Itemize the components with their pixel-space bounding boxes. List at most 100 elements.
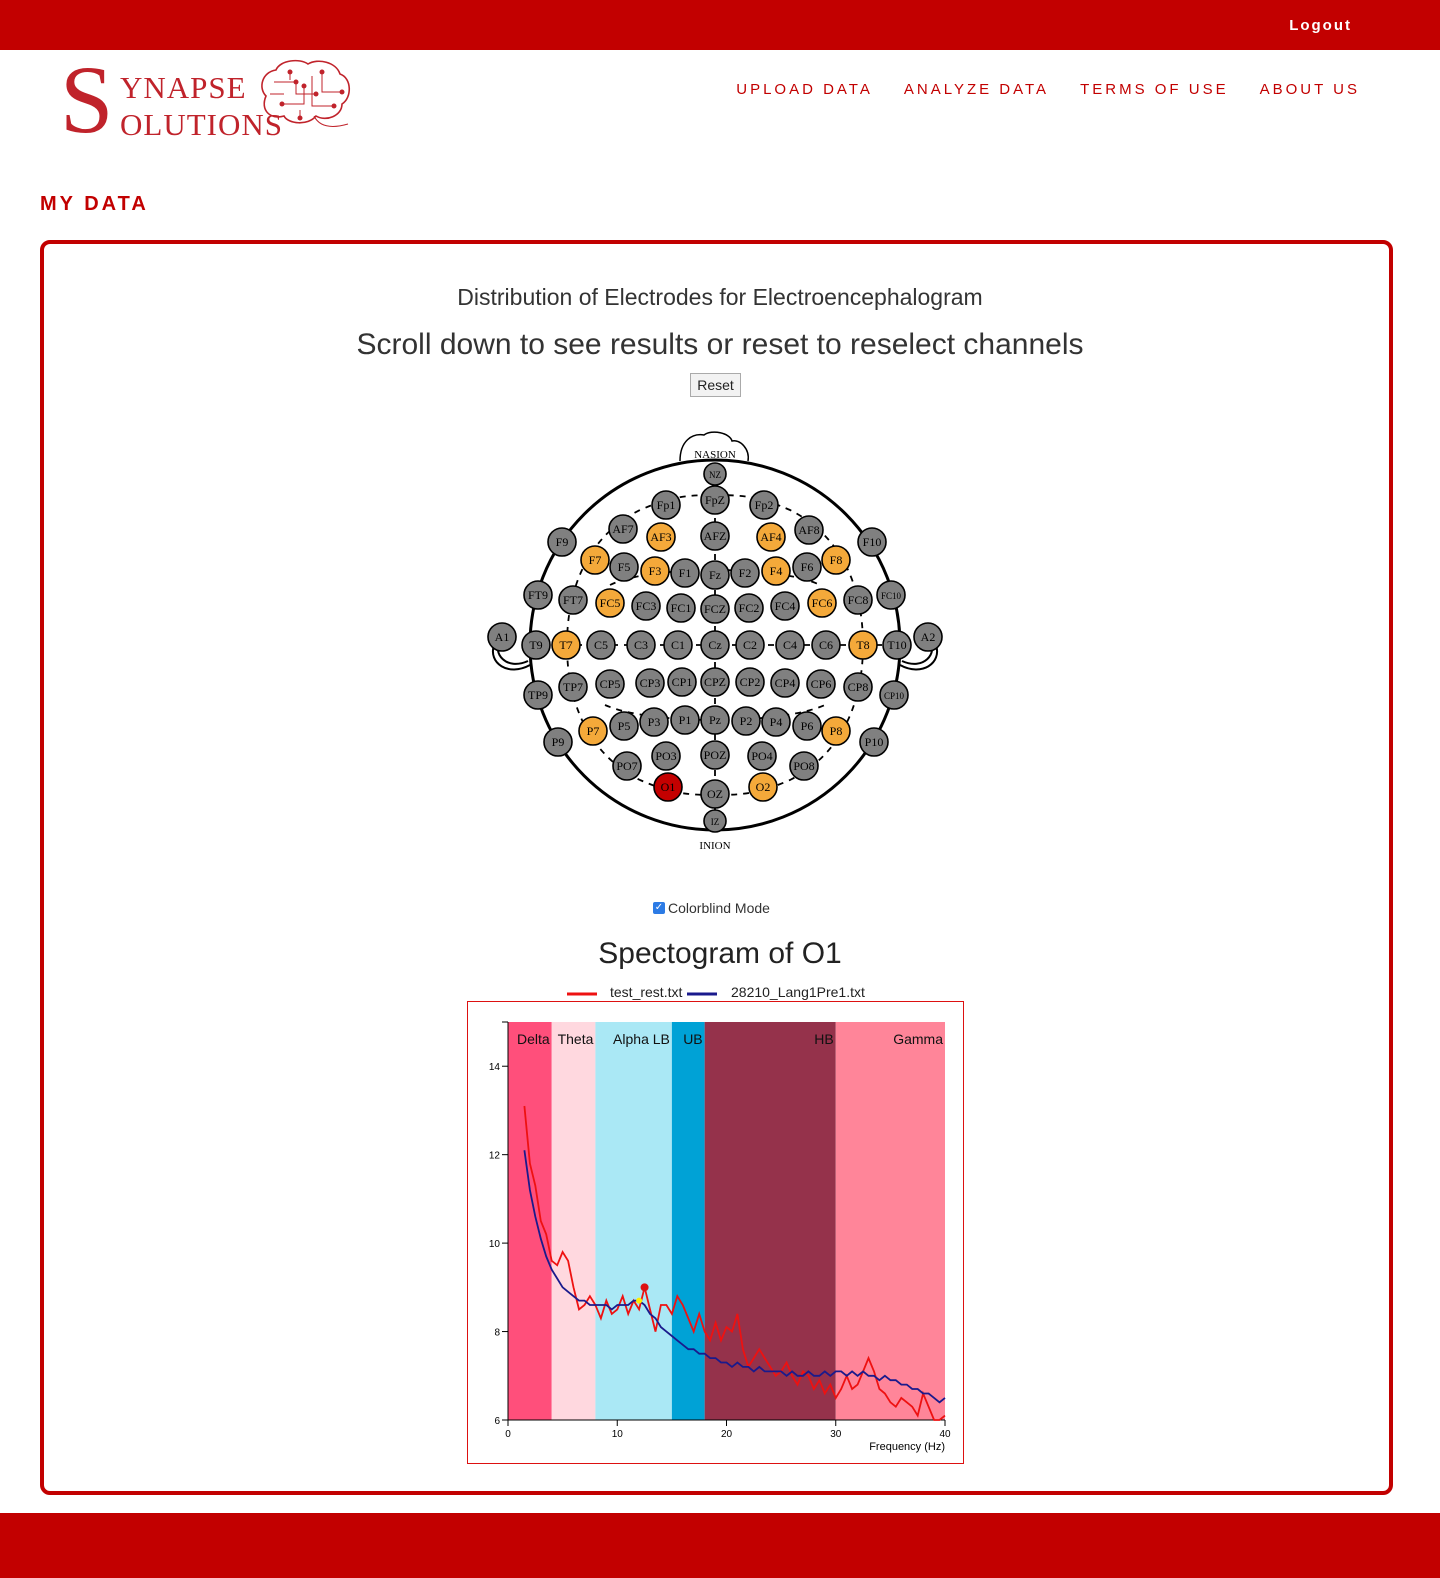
- electrode-circle[interactable]: [913, 622, 943, 652]
- electrode-circle[interactable]: [609, 552, 639, 582]
- electrode-cp3[interactable]: CP3: [635, 668, 665, 698]
- electrode-circle[interactable]: [580, 545, 610, 575]
- electrode-circle[interactable]: [770, 591, 800, 621]
- electrode-cp6[interactable]: CP6: [806, 669, 836, 699]
- nav-upload-data[interactable]: UPLOAD DATA: [736, 81, 873, 98]
- electrode-circle[interactable]: [667, 667, 697, 697]
- electrode-po4[interactable]: PO4: [747, 741, 777, 771]
- electrode-circle[interactable]: [734, 593, 764, 623]
- electrode-af8[interactable]: AF8: [794, 515, 824, 545]
- electrode-fcz[interactable]: FCZ: [700, 594, 730, 624]
- electrode-circle[interactable]: [700, 560, 730, 590]
- electrode-cp2[interactable]: CP2: [735, 667, 765, 697]
- electrode-tp9[interactable]: TP9: [523, 680, 553, 710]
- electrode-circle[interactable]: [653, 772, 683, 802]
- electrode-fc6[interactable]: FC6: [807, 588, 837, 618]
- electrode-circle[interactable]: [670, 705, 700, 735]
- electrode-circle[interactable]: [792, 711, 822, 741]
- electrode-circle[interactable]: [523, 680, 553, 710]
- electrode-circle[interactable]: [848, 630, 878, 660]
- colorblind-toggle[interactable]: ✓ Colorblind Mode: [653, 900, 770, 916]
- electrode-f9[interactable]: F9: [547, 527, 577, 557]
- electrode-circle[interactable]: [761, 707, 791, 737]
- electrode-circle[interactable]: [807, 588, 837, 618]
- electrode-pz[interactable]: Pz: [700, 705, 730, 735]
- electrode-circle[interactable]: [651, 490, 681, 520]
- electrode-circle[interactable]: [821, 716, 851, 746]
- electrode-ft7[interactable]: FT7: [558, 585, 588, 615]
- electrode-f10[interactable]: F10: [857, 527, 887, 557]
- electrode-cp1[interactable]: CP1: [667, 667, 697, 697]
- electrode-t10[interactable]: T10: [882, 630, 912, 660]
- electrode-circle[interactable]: [747, 741, 777, 771]
- electrode-circle[interactable]: [487, 622, 517, 652]
- electrode-circle[interactable]: [635, 668, 665, 698]
- electrode-circle[interactable]: [730, 558, 760, 588]
- electrode-fc10[interactable]: FC10: [876, 580, 906, 610]
- electrode-circle[interactable]: [631, 591, 661, 621]
- electrode-circle[interactable]: [608, 514, 638, 544]
- electrode-circle[interactable]: [789, 751, 819, 781]
- electrode-afz[interactable]: AFZ: [700, 521, 730, 551]
- electrode-circle[interactable]: [792, 552, 822, 582]
- electrode-c4[interactable]: C4: [775, 630, 805, 660]
- electrode-circle[interactable]: [700, 630, 730, 660]
- electrode-ft9[interactable]: FT9: [523, 580, 553, 610]
- electrode-p5[interactable]: P5: [609, 711, 639, 741]
- electrode-c3[interactable]: C3: [626, 630, 656, 660]
- electrode-p10[interactable]: P10: [859, 727, 889, 757]
- synapse-solutions-logo[interactable]: S YNAPSE OLUTIONS: [60, 52, 360, 153]
- electrode-circle[interactable]: [626, 630, 656, 660]
- electrode-poz[interactable]: POZ: [700, 740, 730, 770]
- electrode-f5[interactable]: F5: [609, 552, 639, 582]
- logout-link[interactable]: Logout: [1289, 17, 1352, 34]
- electrode-cp4[interactable]: CP4: [770, 668, 800, 698]
- electrode-circle[interactable]: [700, 667, 730, 697]
- electrode-iz[interactable]: IZ: [703, 809, 727, 833]
- electrode-fc1[interactable]: FC1: [666, 593, 696, 623]
- nav-terms-of-use[interactable]: TERMS OF USE: [1080, 81, 1229, 98]
- electrode-circle[interactable]: [670, 558, 700, 588]
- electrode-o1[interactable]: O1: [653, 772, 683, 802]
- electrode-circle[interactable]: [879, 680, 909, 710]
- electrode-circle[interactable]: [640, 556, 670, 586]
- electrode-c5[interactable]: C5: [586, 630, 616, 660]
- electrode-f1[interactable]: F1: [670, 558, 700, 588]
- electrode-t8[interactable]: T8: [848, 630, 878, 660]
- nav-about-us[interactable]: ABOUT US: [1259, 81, 1360, 98]
- electrode-af4[interactable]: AF4: [756, 522, 786, 552]
- electrode-circle[interactable]: [586, 630, 616, 660]
- electrode-c1[interactable]: C1: [663, 630, 693, 660]
- electrode-circle[interactable]: [551, 630, 581, 660]
- electrode-t9[interactable]: T9: [521, 630, 551, 660]
- electrode-circle[interactable]: [749, 490, 779, 520]
- electrode-circle[interactable]: [543, 727, 573, 757]
- electrode-circle[interactable]: [735, 630, 765, 660]
- electrode-circle[interactable]: [748, 772, 778, 802]
- electrode-cp10[interactable]: CP10: [879, 680, 909, 710]
- electrode-circle[interactable]: [811, 630, 841, 660]
- electrode-fc5[interactable]: FC5: [595, 588, 625, 618]
- electrode-circle[interactable]: [843, 585, 873, 615]
- electrode-circle[interactable]: [731, 706, 761, 736]
- electrode-circle[interactable]: [523, 580, 553, 610]
- electrode-cp5[interactable]: CP5: [595, 669, 625, 699]
- electrode-cpz[interactable]: CPZ: [700, 667, 730, 697]
- electrode-c6[interactable]: C6: [811, 630, 841, 660]
- electrode-fpz[interactable]: FpZ: [700, 485, 730, 515]
- electrode-o2[interactable]: O2: [748, 772, 778, 802]
- electrode-circle[interactable]: [794, 515, 824, 545]
- electrode-circle[interactable]: [558, 672, 588, 702]
- series-marker-2[interactable]: [636, 1297, 643, 1304]
- electrode-circle[interactable]: [700, 521, 730, 551]
- electrode-f6[interactable]: F6: [792, 552, 822, 582]
- electrode-p4[interactable]: P4: [761, 707, 791, 737]
- electrode-af7[interactable]: AF7: [608, 514, 638, 544]
- electrode-circle[interactable]: [859, 727, 889, 757]
- electrode-po3[interactable]: PO3: [651, 741, 681, 771]
- electrode-circle[interactable]: [735, 667, 765, 697]
- electrode-f2[interactable]: F2: [730, 558, 760, 588]
- reset-button[interactable]: Reset: [690, 373, 741, 397]
- electrode-circle[interactable]: [609, 711, 639, 741]
- electrode-fc3[interactable]: FC3: [631, 591, 661, 621]
